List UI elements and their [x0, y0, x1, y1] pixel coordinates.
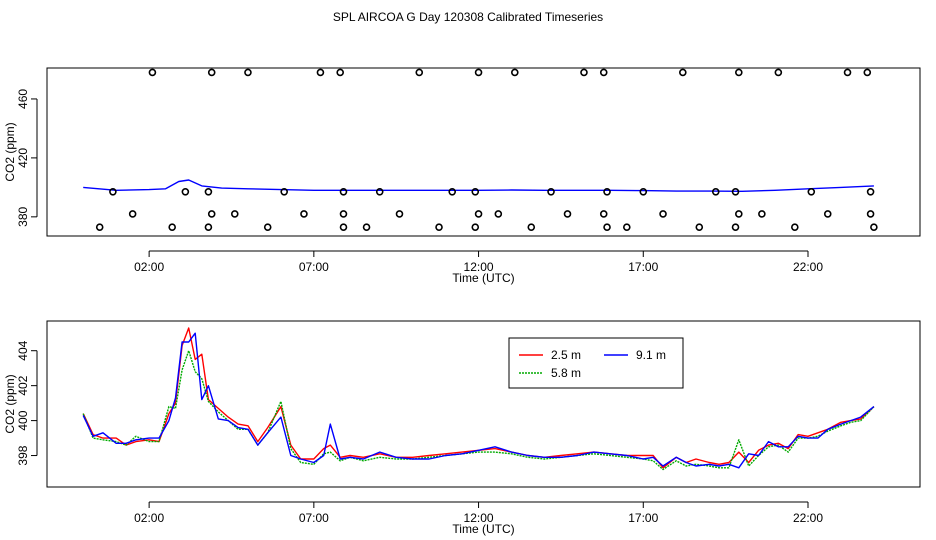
panel1-calibration-point — [527, 223, 536, 231]
panel2-y-tick-label: 404 — [16, 340, 30, 360]
panel1-calibration-point — [263, 223, 272, 231]
panel1-frame — [46, 67, 921, 237]
panel1-y-tick-label: 420 — [16, 148, 30, 168]
panel1-calibration-point — [603, 187, 611, 196]
panel1-calibration-point — [659, 210, 667, 218]
panel1-calibration-point — [148, 68, 157, 77]
panel1-calibration-point — [207, 68, 216, 77]
panel1-x-axis-label: Time (UTC) — [452, 271, 514, 285]
panel1-calibration-point — [471, 223, 480, 231]
panel1-calibration-point — [230, 210, 239, 218]
panel1-calibration-point — [316, 68, 325, 77]
panel1-calibration-point — [362, 223, 371, 231]
panel1-calibration-point — [547, 187, 555, 196]
panel2-x-tick-label: 22:00 — [793, 511, 823, 525]
panel2-frame — [46, 320, 921, 488]
panel1-calibration-point — [735, 210, 743, 218]
panel1-calibration-point — [603, 223, 611, 231]
panel1-calibration-point — [204, 187, 213, 196]
panel2-series-line-9-1-m — [82, 332, 875, 469]
panel2-x-axis-label: Time (UTC) — [452, 522, 514, 536]
panel1-calibration-point — [758, 210, 766, 218]
panel2-y-axis-label: CO2 (ppm) — [3, 374, 17, 433]
panel2-y-tick-label: 402 — [16, 375, 30, 395]
panel2-series-line-5-8-m — [82, 350, 875, 471]
panel1-calibration-point — [731, 187, 740, 196]
panel1-calibration-point — [244, 68, 252, 77]
panel1-calibration-point — [711, 187, 720, 196]
panel2-x-tick-label: 07:00 — [299, 511, 329, 525]
panel1-x-tick-label: 22:00 — [793, 260, 823, 274]
panel1-y-tick-label: 380 — [16, 207, 30, 227]
panel1-calibration-point — [679, 68, 687, 77]
panel1-calibration-point — [823, 210, 832, 218]
panel1-calibration-point — [866, 187, 875, 196]
panel1-x-tick-label: 17:00 — [628, 260, 658, 274]
panel1-calibration-point — [339, 210, 348, 218]
panel1-calibration-point — [599, 210, 608, 218]
panel1-calibration-point — [807, 187, 816, 196]
panel1-calibration-point — [204, 223, 213, 231]
panel1-calibration-point — [695, 223, 704, 231]
panel1-calibration-point — [494, 210, 503, 218]
panel2-legend-label: 2.5 m — [551, 348, 581, 362]
panel2-legend-label: 9.1 m — [636, 348, 666, 362]
panel1-calibration-point — [623, 223, 631, 231]
panel1-calibration-point — [580, 68, 588, 77]
panel1-calibration-point — [474, 68, 483, 77]
panel1-calibration-point — [563, 210, 572, 218]
panel1-calibration-point — [375, 187, 384, 196]
panel1-calibration-point — [599, 68, 608, 77]
panel1-calibration-point — [109, 187, 117, 196]
panel1-x-tick-label: 07:00 — [299, 260, 329, 274]
panel1-calibration-point — [339, 223, 348, 231]
panel1-calibration-point — [336, 68, 344, 77]
panel1-calibration-point — [168, 223, 176, 231]
figure-title: SPL AIRCOA G Day 120308 Calibrated Times… — [332, 10, 604, 24]
panel1-x-tick-label: 02:00 — [134, 260, 164, 274]
panel1-calibration-point — [791, 223, 799, 231]
panel2-x-tick-label: 02:00 — [134, 511, 164, 525]
panel1-calibration-point — [395, 210, 404, 218]
panel1-calibration-point — [435, 223, 443, 231]
panel1-calibration-point — [339, 187, 348, 196]
panel1-calibration-point — [843, 68, 852, 77]
panel1-y-axis-label: CO2 (ppm) — [3, 122, 17, 181]
panel1-calibration-point — [280, 187, 288, 196]
panel1-calibration-point — [471, 187, 480, 196]
panel1-calibration-point — [415, 68, 424, 77]
panel1-x-tick-label: 12:00 — [464, 260, 494, 274]
panel2-x-tick-label: 12:00 — [464, 511, 494, 525]
panel1-calibration-point — [207, 210, 216, 218]
panel1-calibration-point — [870, 223, 878, 231]
panel1-calibration-point — [181, 187, 190, 196]
panel1-calibration-point — [510, 68, 519, 77]
panel1-calibration-point — [735, 68, 743, 77]
panel1-calibration-point — [774, 68, 783, 77]
panel2-legend-box — [508, 337, 684, 389]
panel1-series-line-9-1-m — [83, 179, 874, 193]
panel1-calibration-point — [128, 210, 137, 218]
panel1-calibration-point — [866, 210, 875, 218]
panel1-calibration-point — [474, 210, 483, 218]
panel1-calibration-point — [95, 223, 104, 231]
panel2-y-tick-label: 398 — [16, 445, 30, 465]
panel2-y-tick-label: 400 — [16, 410, 30, 430]
panel1-calibration-point — [863, 68, 872, 77]
panel1-calibration-point — [448, 187, 457, 196]
panel1-calibration-point — [639, 187, 648, 196]
panel1-calibration-point — [300, 210, 308, 218]
panel2-x-tick-label: 17:00 — [628, 511, 658, 525]
panel1-y-tick-label: 460 — [16, 89, 30, 109]
panel2-legend-label: 5.8 m — [551, 366, 581, 380]
panel1-calibration-point — [731, 223, 740, 231]
